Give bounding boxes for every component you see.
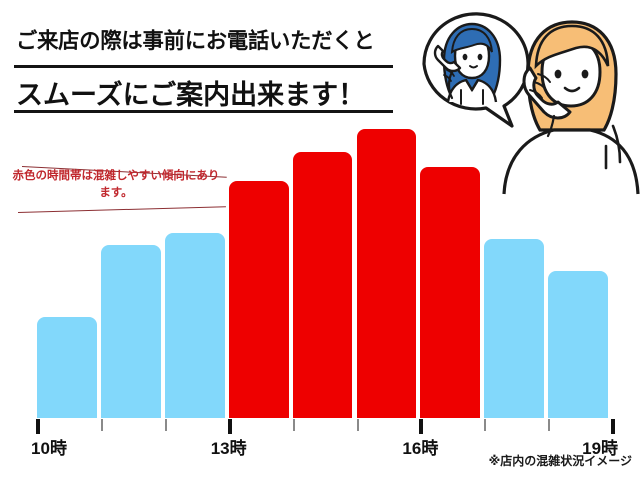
speech-bubble-staff-icon xyxy=(422,12,530,128)
headline-rule-top xyxy=(14,65,393,68)
bar-18時 xyxy=(548,270,609,418)
x-label-13時: 13時 xyxy=(210,439,247,458)
annotation-text: 赤色の時間帯は混雑しやすい傾向にあります。 xyxy=(12,170,220,199)
x-label-10時: 10時 xyxy=(31,439,67,458)
bar-16時 xyxy=(420,166,481,418)
x-tick-9 xyxy=(611,419,616,434)
customer-on-phone-icon xyxy=(502,20,640,195)
headline-line-2: スムーズにご案内出来ます！ xyxy=(16,80,366,110)
chart-plot-area xyxy=(37,129,609,418)
x-tick-2 xyxy=(164,419,167,431)
bar-13時 xyxy=(228,181,289,418)
x-tick-6 xyxy=(419,419,424,434)
bar-15時 xyxy=(356,129,417,418)
phone-call-illustration xyxy=(408,0,640,198)
x-tick-7 xyxy=(484,419,487,431)
headline-rule-bottom xyxy=(14,110,393,113)
x-label-16時: 16時 xyxy=(402,439,439,458)
x-tick-1 xyxy=(100,419,103,431)
x-tick-8 xyxy=(548,419,551,431)
x-tick-5 xyxy=(356,419,359,431)
x-tick-3 xyxy=(227,419,232,434)
headline-block: ご来店の際は事前にお電話いただくと スムーズにご案内出来ます！ xyxy=(0,0,440,120)
bar-11時 xyxy=(100,244,161,418)
x-label-19時: 19時 xyxy=(582,439,619,458)
headline-line-1: ご来店の際は事前にお電話いただくと xyxy=(16,29,375,53)
bar-12時 xyxy=(164,233,225,418)
bar-14時 xyxy=(292,152,353,418)
chart-footnote: ※店内の混雑状況イメージ xyxy=(488,454,632,468)
bar-17時 xyxy=(484,238,545,418)
x-tick-0 xyxy=(36,419,40,434)
x-tick-4 xyxy=(292,419,295,431)
bar-10時 xyxy=(37,316,97,418)
busy-hours-annotation: 赤色の時間帯は混雑しやすい傾向にあります。 xyxy=(10,148,227,214)
